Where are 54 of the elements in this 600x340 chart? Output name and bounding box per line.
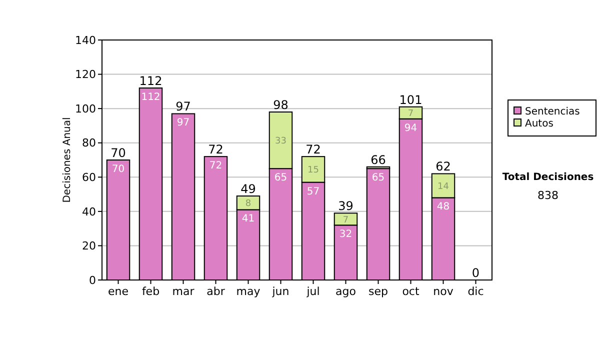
y-tick-label: 20 <box>82 240 96 253</box>
text: 838 <box>538 189 558 202</box>
total-label: 98 <box>273 98 288 112</box>
data-label: 112 <box>141 92 160 103</box>
total-label: 112 <box>139 74 162 88</box>
x-tick-label: abr <box>206 285 226 298</box>
data-label: 7 <box>408 109 414 120</box>
total-label: 70 <box>110 146 126 160</box>
data-label: 7 <box>342 215 349 226</box>
y-tick-label: 60 <box>82 170 96 184</box>
x-tick-label: nov <box>433 285 454 298</box>
total-label: 72 <box>208 142 224 157</box>
y-tick-label: 100 <box>75 102 96 116</box>
total-label: 101 <box>399 92 422 107</box>
x-tick-label: ene <box>108 285 129 298</box>
y-tick-label: 40 <box>82 205 96 218</box>
x-tick-label: may <box>236 285 261 298</box>
x-tick-label: ago <box>336 285 356 298</box>
x-tick-label: jun <box>271 285 290 298</box>
y-tick-label: 120 <box>75 68 96 82</box>
legend-label: Autos <box>525 118 554 130</box>
x-tick-label: sep <box>368 285 388 298</box>
y-tick-label: 0 <box>89 274 96 287</box>
legend-label: Sentencias <box>525 106 580 118</box>
total-label: 66 <box>370 152 386 167</box>
data-label: 32 <box>339 229 352 240</box>
data-label: 41 <box>242 214 255 225</box>
data-label: 72 <box>209 160 222 172</box>
x-tick-label: jul <box>306 285 320 298</box>
data-label: 48 <box>436 202 450 213</box>
total-label: 62 <box>436 160 451 174</box>
data-label: 70 <box>112 164 125 175</box>
data-label: 14 <box>438 182 450 192</box>
x-tick-label: feb <box>142 285 160 298</box>
data-label: 65 <box>274 172 288 184</box>
total-label: 39 <box>338 199 354 214</box>
data-label: 8 <box>245 199 252 210</box>
y-axis-title: Decisiones Anual <box>62 117 73 203</box>
total-label: 0 <box>472 266 480 280</box>
total-label: 49 <box>240 182 256 196</box>
data-label: 15 <box>308 166 319 176</box>
x-tick-label: mar <box>172 285 195 298</box>
data-label: 94 <box>404 122 418 134</box>
x-tick-label: dic <box>468 285 484 298</box>
text: Total Decisiones <box>502 172 594 183</box>
total-label: 97 <box>176 100 191 114</box>
total-label: 72 <box>306 142 321 157</box>
y-tick-label: 140 <box>75 34 96 47</box>
data-label: 97 <box>176 118 190 129</box>
data-label: 65 <box>372 172 385 184</box>
y-tick-label: 80 <box>82 136 96 150</box>
data-label: 57 <box>306 186 320 198</box>
data-label: 33 <box>275 136 286 146</box>
x-tick-label: oct <box>402 285 420 298</box>
